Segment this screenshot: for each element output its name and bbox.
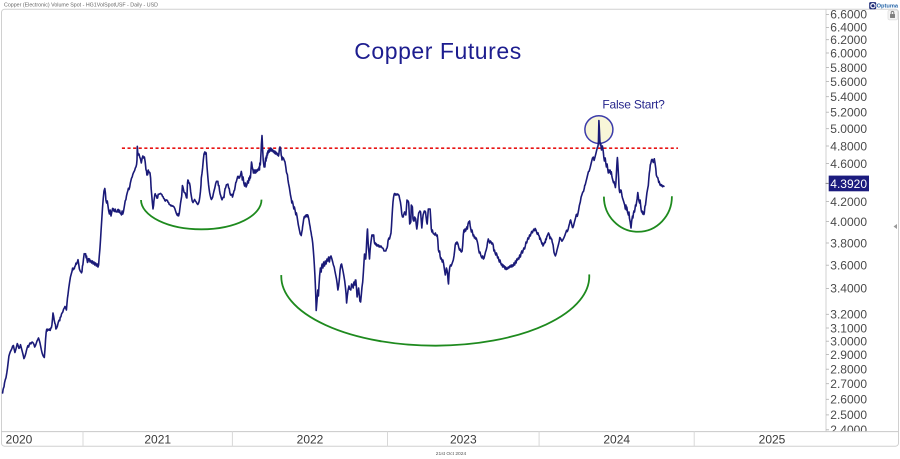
svg-text:6.2000: 6.2000 — [830, 33, 867, 47]
svg-text:3.1000: 3.1000 — [830, 321, 867, 335]
svg-text:Copper Futures: Copper Futures — [354, 38, 522, 64]
svg-text:5.2000: 5.2000 — [830, 106, 867, 120]
svg-text:5.4000: 5.4000 — [830, 90, 867, 104]
svg-text:Optuma: Optuma — [877, 4, 899, 10]
svg-text:4.0000: 4.0000 — [830, 215, 867, 229]
svg-text:2.6000: 2.6000 — [830, 393, 867, 407]
svg-text:3.0000: 3.0000 — [830, 335, 867, 349]
svg-text:False Start?: False Start? — [602, 98, 665, 112]
svg-text:6.0000: 6.0000 — [830, 46, 867, 60]
svg-text:6.4000: 6.4000 — [830, 21, 867, 35]
svg-text:2.8000: 2.8000 — [830, 363, 867, 377]
svg-text:3.2000: 3.2000 — [830, 308, 867, 322]
svg-text:2020: 2020 — [6, 432, 33, 446]
svg-text:Copper (Electronic) Volume Spo: Copper (Electronic) Volume Spot - HG1Vol… — [4, 2, 158, 8]
svg-text:4.8000: 4.8000 — [830, 139, 867, 153]
svg-text:3.8000: 3.8000 — [830, 236, 867, 250]
svg-text:2.4000: 2.4000 — [830, 423, 867, 437]
svg-text:4.2000: 4.2000 — [830, 195, 867, 209]
svg-text:2023: 2023 — [450, 432, 477, 446]
svg-text:2024: 2024 — [603, 432, 630, 446]
svg-text:3.6000: 3.6000 — [830, 259, 867, 273]
svg-text:2025: 2025 — [759, 432, 786, 446]
svg-text:6.6000: 6.6000 — [830, 8, 867, 22]
svg-text:2022: 2022 — [297, 432, 324, 446]
svg-text:2021: 2021 — [144, 432, 171, 446]
svg-text:2.5000: 2.5000 — [830, 408, 867, 422]
svg-text:21st Oct 2024: 21st Oct 2024 — [436, 451, 467, 457]
svg-text:5.8000: 5.8000 — [830, 61, 867, 75]
svg-text:2.9000: 2.9000 — [830, 348, 867, 362]
svg-text:4.3920: 4.3920 — [830, 177, 867, 191]
svg-text:3.4000: 3.4000 — [830, 282, 867, 296]
svg-text:2.7000: 2.7000 — [830, 377, 867, 391]
svg-text:5.0000: 5.0000 — [830, 122, 867, 136]
svg-text:5.6000: 5.6000 — [830, 75, 867, 89]
svg-text:4.6000: 4.6000 — [830, 157, 867, 171]
